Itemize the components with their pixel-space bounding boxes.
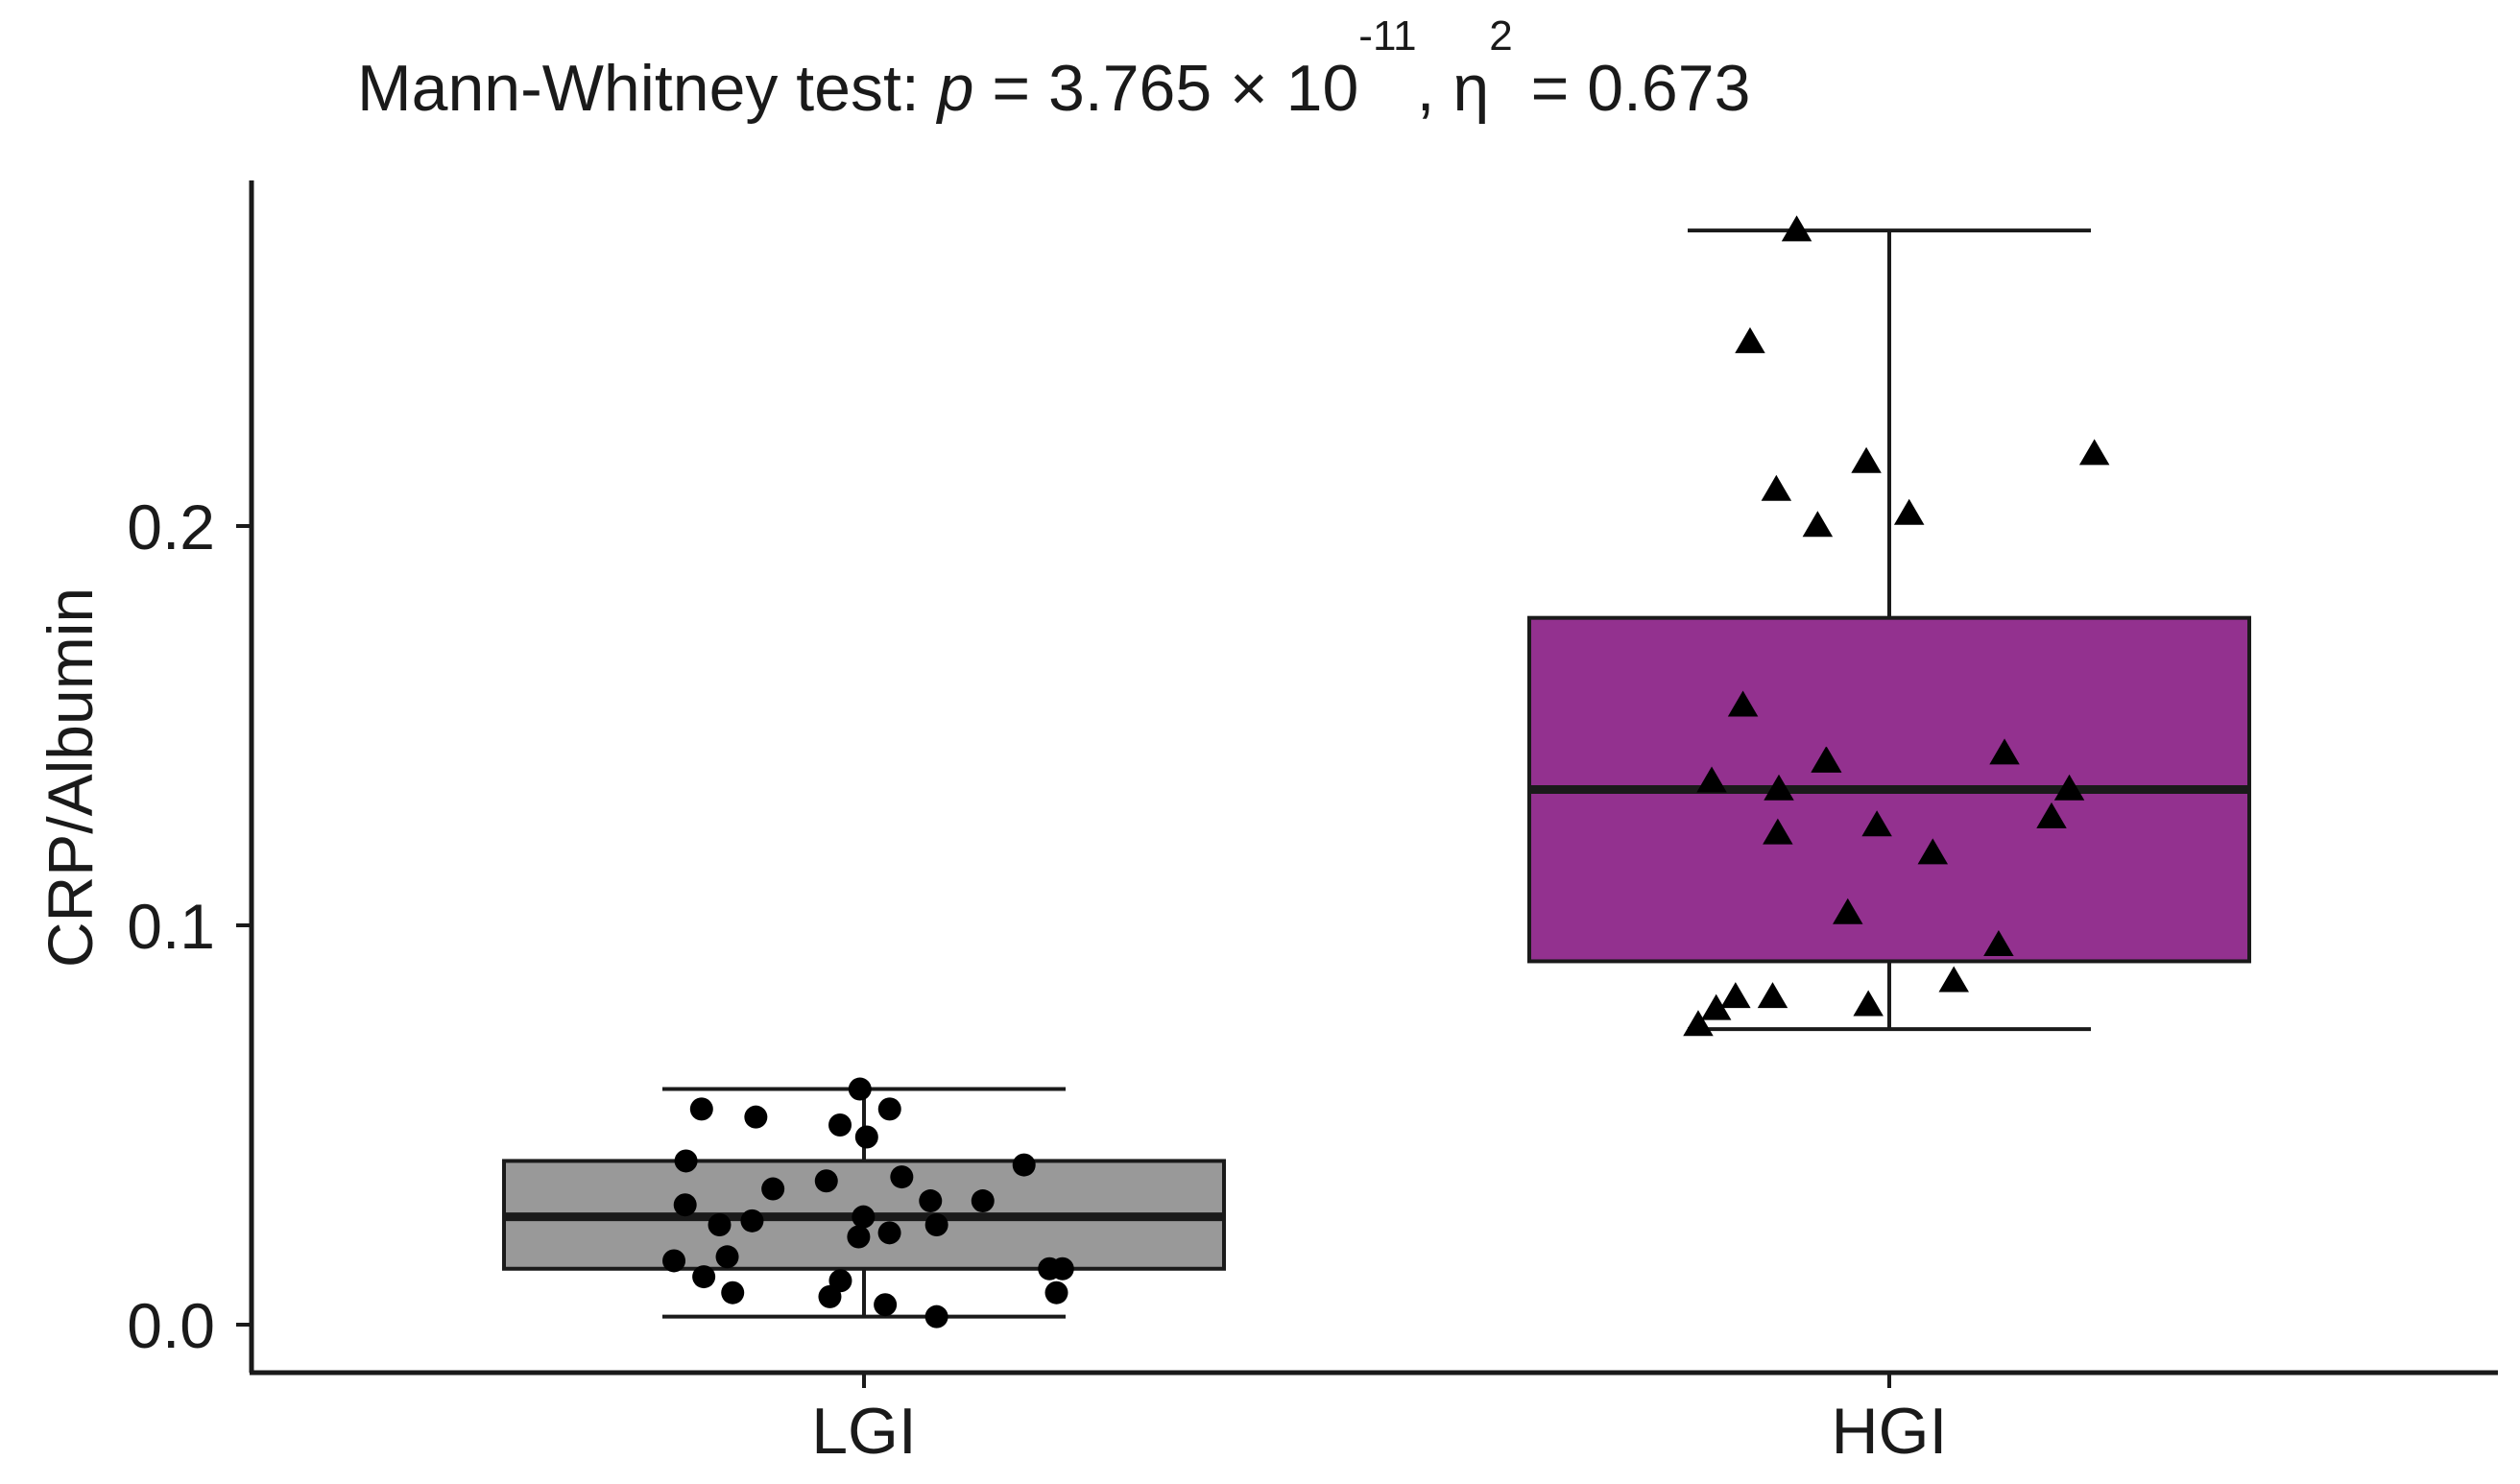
title-eta-value: = 0.673 (1512, 52, 1751, 125)
axes-layer (249, 180, 2498, 1376)
data-point (1989, 738, 2020, 765)
data-point (919, 1189, 943, 1213)
y-tick-label: 0.2 (127, 491, 215, 562)
data-point (1781, 215, 1812, 242)
x-tick-label: LGI (811, 1395, 917, 1468)
data-point (1811, 746, 1841, 773)
data-point (1696, 766, 1727, 793)
title-eta-exponent: 2 (1489, 12, 1513, 60)
title-p-value: = 3.765 × 10 (973, 52, 1359, 125)
ticks-layer: LGI HGI 0.0 0.1 0.2 (127, 491, 1947, 1468)
data-point (1761, 474, 1792, 501)
data-point (1700, 993, 1732, 1020)
data-point (971, 1189, 995, 1213)
data-point (924, 1213, 948, 1236)
x-tick-label: HGI (1832, 1395, 1948, 1468)
data-point (890, 1165, 914, 1189)
data-point (924, 1304, 948, 1328)
title-p-exponent: -11 (1358, 12, 1417, 60)
title-eta: , η (1416, 52, 1490, 125)
data-point (674, 1149, 698, 1173)
data-point (1735, 326, 1765, 353)
data-point (1763, 818, 1793, 845)
data-point (662, 1249, 686, 1273)
data-point (814, 1169, 838, 1193)
data-point (740, 1209, 764, 1233)
chart-title: Mann-Whitney test: p = 3.765 × 10-11, η2… (357, 15, 1751, 136)
data-point (1893, 498, 1925, 525)
data-point (1050, 1257, 1074, 1281)
boxes-layer (502, 228, 2251, 1319)
data-point (2053, 774, 2085, 801)
data-point (828, 1113, 852, 1137)
data-point (1757, 982, 1788, 1009)
data-point (877, 1221, 901, 1245)
data-point (818, 1284, 842, 1308)
data-point (1861, 810, 1892, 837)
data-point (715, 1245, 739, 1269)
title-prefix: Mann-Whitney test: (357, 52, 938, 125)
data-point (692, 1265, 716, 1289)
data-point (1802, 511, 1834, 538)
data-point (1683, 1010, 1714, 1037)
data-point (2078, 439, 2110, 466)
data-point (744, 1105, 768, 1129)
data-point (1720, 982, 1751, 1009)
data-point (761, 1177, 785, 1201)
points-layer (662, 215, 2110, 1328)
data-point (1764, 774, 1794, 801)
data-point (1012, 1153, 1036, 1177)
y-axis-title: CRP/Albumin (35, 587, 106, 968)
data-point (1983, 930, 2014, 957)
data-point (877, 1097, 901, 1121)
data-point (848, 1077, 872, 1101)
data-point (1044, 1281, 1068, 1304)
data-point (2036, 802, 2067, 828)
data-point (1833, 898, 1863, 924)
data-point (1917, 838, 1949, 865)
y-tick-label: 0.1 (127, 891, 215, 962)
data-point (1853, 990, 1884, 1017)
data-point (874, 1293, 898, 1317)
data-point (721, 1281, 745, 1304)
data-point (1727, 690, 1759, 717)
y-tick-label: 0.0 (127, 1290, 215, 1361)
data-point (689, 1097, 713, 1121)
data-point (1938, 966, 1969, 993)
title-p-symbol: p (937, 52, 974, 125)
data-point (852, 1205, 876, 1229)
data-point (673, 1193, 697, 1217)
data-point (708, 1213, 732, 1236)
data-point (854, 1125, 878, 1149)
data-point (847, 1225, 871, 1249)
data-point (1851, 446, 1882, 473)
